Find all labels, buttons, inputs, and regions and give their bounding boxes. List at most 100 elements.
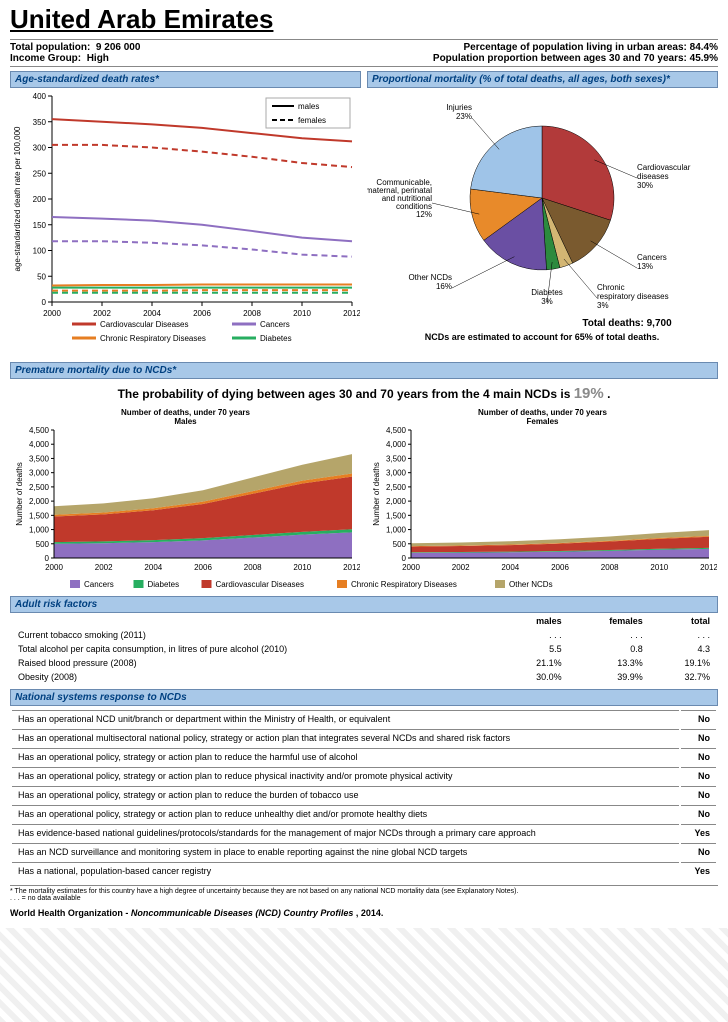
agerange-label: Population proportion between ages 30 an… [433, 53, 687, 64]
svg-text:Other NCDs: Other NCDs [408, 273, 452, 282]
risk-col-header: total [651, 615, 716, 627]
line-chart: 0501001502002503003504002000200220042006… [10, 88, 361, 358]
svg-text:2008: 2008 [243, 309, 261, 318]
svg-text:4,000: 4,000 [29, 440, 50, 449]
table-row: Total alcohol per capita consumption, in… [12, 643, 716, 655]
table-row: Has an operational policy, strategy or a… [12, 786, 716, 803]
svg-text:12%: 12% [416, 210, 432, 219]
svg-text:3,500: 3,500 [29, 454, 50, 463]
svg-text:150: 150 [33, 221, 47, 230]
svg-text:NCDs are estimated to account: NCDs are estimated to account for 65% of… [425, 332, 660, 342]
footnote: * The mortality estimates for this count… [10, 885, 718, 902]
svg-text:2004: 2004 [143, 309, 161, 318]
area-title-males: Number of deaths, under 70 yearsMales [10, 408, 361, 426]
svg-text:0: 0 [45, 554, 50, 563]
header-nsr: National systems response to NCDs [10, 689, 718, 706]
table-row: Has an operational policy, strategy or a… [12, 748, 716, 765]
svg-text:100: 100 [33, 247, 47, 256]
svg-text:4,500: 4,500 [29, 426, 50, 435]
svg-text:3%: 3% [541, 297, 553, 306]
header-prop-mortality: Proportional mortality (% of total death… [367, 71, 718, 88]
pop-label: Total population: [10, 42, 90, 53]
svg-text:1,000: 1,000 [29, 526, 50, 535]
svg-text:females: females [298, 116, 326, 125]
svg-text:2004: 2004 [501, 563, 519, 572]
svg-text:16%: 16% [436, 282, 452, 291]
svg-text:Chronic Respiratory Diseases: Chronic Respiratory Diseases [100, 334, 206, 343]
svg-text:3,000: 3,000 [386, 469, 407, 478]
svg-text:2000: 2000 [43, 309, 61, 318]
svg-text:400: 400 [33, 92, 47, 101]
svg-text:3%: 3% [597, 301, 609, 310]
svg-text:2012: 2012 [343, 309, 360, 318]
risk-table: malesfemalestotalCurrent tobacco smoking… [10, 613, 718, 685]
table-row: Raised blood pressure (2008)21.1%13.3%19… [12, 657, 716, 669]
svg-text:200: 200 [33, 195, 47, 204]
svg-text:3,000: 3,000 [29, 469, 50, 478]
svg-text:2000: 2000 [45, 563, 63, 572]
svg-text:Cancers: Cancers [637, 253, 667, 262]
svg-text:2002: 2002 [452, 563, 470, 572]
table-row: Has evidence-based national guidelines/p… [12, 824, 716, 841]
svg-text:2,500: 2,500 [29, 483, 50, 492]
svg-text:Cancers: Cancers [84, 580, 114, 589]
svg-text:2,500: 2,500 [386, 483, 407, 492]
svg-text:respiratory diseases: respiratory diseases [597, 292, 669, 301]
svg-text:0: 0 [402, 554, 407, 563]
area-title-females: Number of deaths, under 70 yearsFemales [367, 408, 718, 426]
svg-text:500: 500 [36, 540, 50, 549]
premature-summary: The probability of dying between ages 30… [10, 379, 718, 408]
svg-text:350: 350 [33, 118, 47, 127]
pop-value: 9 206 000 [96, 42, 141, 53]
svg-text:2010: 2010 [650, 563, 668, 572]
table-row: Has an operational policy, strategy or a… [12, 767, 716, 784]
svg-text:2002: 2002 [93, 309, 111, 318]
svg-text:3,500: 3,500 [386, 454, 407, 463]
svg-text:0: 0 [42, 298, 47, 307]
svg-text:2002: 2002 [95, 563, 113, 572]
meta-block: Total population: 9 206 000 Income Group… [10, 39, 718, 67]
svg-text:2004: 2004 [144, 563, 162, 572]
svg-text:4,000: 4,000 [386, 440, 407, 449]
svg-text:250: 250 [33, 169, 47, 178]
svg-text:diseases: diseases [637, 172, 669, 181]
svg-text:Diabetes: Diabetes [531, 288, 563, 297]
svg-text:Injuries: Injuries [446, 103, 472, 112]
svg-text:23%: 23% [456, 112, 472, 121]
svg-text:age-standardized death rate pe: age-standardized death rate per 100,000 [13, 126, 22, 272]
svg-text:4,500: 4,500 [386, 426, 407, 435]
header-risk: Adult risk factors [10, 596, 718, 613]
svg-text:2000: 2000 [402, 563, 420, 572]
svg-text:2,000: 2,000 [29, 497, 50, 506]
svg-text:2010: 2010 [293, 309, 311, 318]
table-row: Has an operational NCD unit/branch or de… [12, 710, 716, 727]
svg-text:2010: 2010 [293, 563, 311, 572]
svg-text:Diabetes: Diabetes [148, 580, 180, 589]
svg-text:1,000: 1,000 [386, 526, 407, 535]
table-row: Current tobacco smoking (2011). . .. . .… [12, 629, 716, 641]
area-chart-males: 0 500 1,000 1,500 2,000 2,500 3,000 3,500 4,000 4… [10, 426, 360, 576]
table-row: Has an NCD surveillance and monitoring s… [12, 843, 716, 860]
svg-text:Other NCDs: Other NCDs [509, 580, 553, 589]
svg-text:500: 500 [393, 540, 407, 549]
svg-text:Cardiovascular Diseases: Cardiovascular Diseases [216, 580, 304, 589]
svg-text:Diabetes: Diabetes [260, 334, 292, 343]
header-premature: Premature mortality due to NCDs* [10, 362, 718, 379]
risk-col-header: males [502, 615, 567, 627]
svg-text:1,500: 1,500 [386, 511, 407, 520]
pie-chart: Cardiovasculardiseases30%Cancers13%Chron… [367, 88, 718, 358]
svg-text:males: males [298, 102, 319, 111]
header-death-rates: Age-standardized death rates* [10, 71, 361, 88]
svg-text:Cardiovascular: Cardiovascular [637, 163, 691, 172]
svg-text:300: 300 [33, 144, 47, 153]
svg-text:Cardiovascular Diseases: Cardiovascular Diseases [100, 320, 188, 329]
svg-text:2012: 2012 [343, 563, 360, 572]
agerange-value: 45.9% [690, 53, 718, 64]
svg-text:Chronic Respiratory Diseases: Chronic Respiratory Diseases [351, 580, 457, 589]
svg-text:13%: 13% [637, 262, 653, 271]
area-legend: Cancers Diabetes Cardiovascular Diseases Ch… [10, 576, 718, 592]
svg-text:1,500: 1,500 [29, 511, 50, 520]
svg-text:2006: 2006 [193, 309, 211, 318]
svg-text:Number of deaths: Number of deaths [372, 462, 381, 526]
svg-text:2006: 2006 [551, 563, 569, 572]
